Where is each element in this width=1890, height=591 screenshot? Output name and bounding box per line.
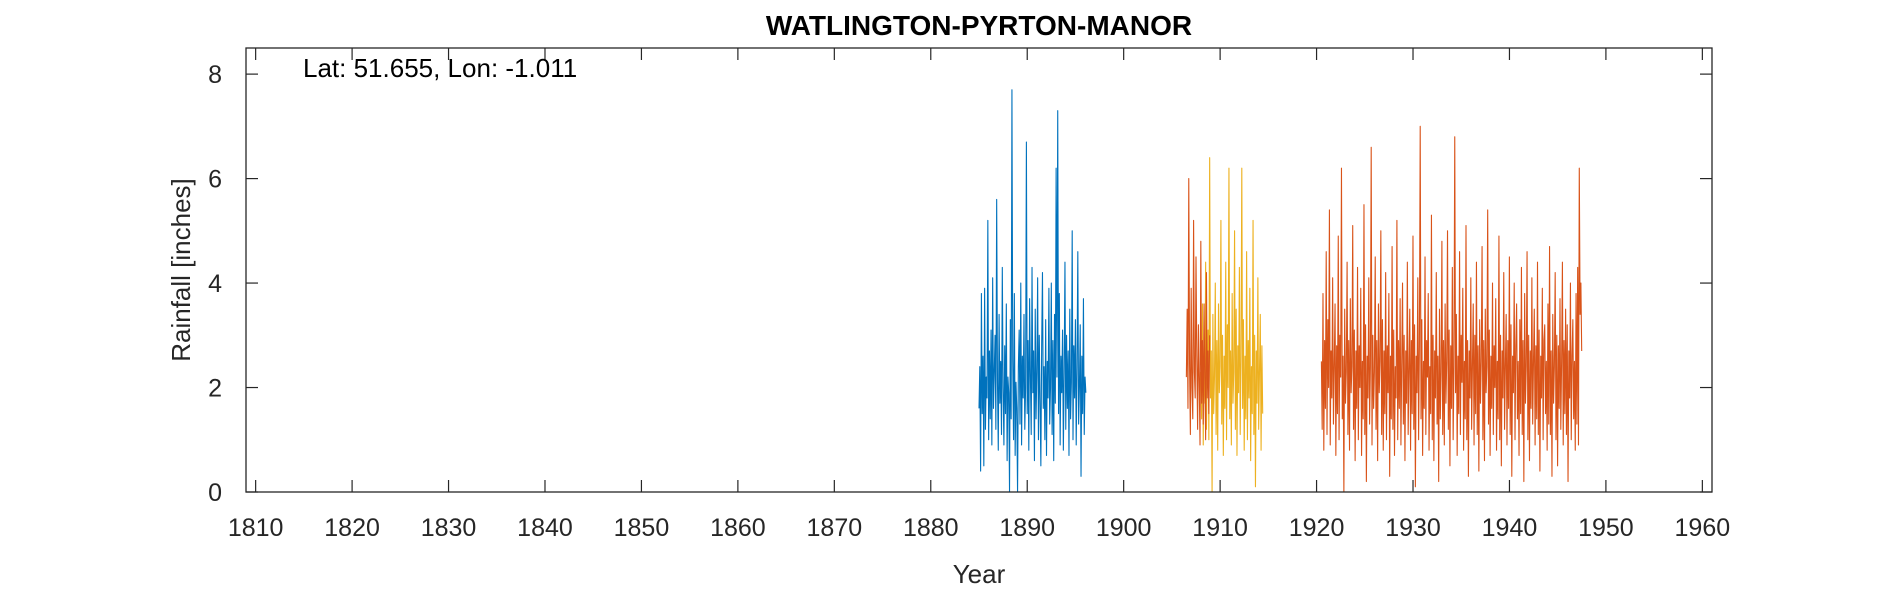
x-tick-label-1840: 1840	[517, 514, 573, 542]
y-tick-label-6: 6	[208, 166, 222, 194]
x-tick-label-1900: 1900	[1096, 514, 1152, 542]
rainfall-series-line-2	[1200, 157, 1264, 493]
x-tick-label-1830: 1830	[421, 514, 477, 542]
y-tick-label-0: 0	[208, 479, 222, 507]
y-tick-label-2: 2	[208, 375, 222, 403]
coordinates-annotation: Lat: 51.655, Lon: -1.011	[303, 53, 577, 83]
x-tick-label-1950: 1950	[1578, 514, 1634, 542]
x-tick-label-1870: 1870	[807, 514, 863, 542]
x-tick-label-1910: 1910	[1192, 514, 1248, 542]
x-tick-label-1930: 1930	[1385, 514, 1441, 542]
y-tick-label-8: 8	[208, 61, 222, 89]
x-tick-label-1880: 1880	[903, 514, 959, 542]
x-tick-label-1940: 1940	[1482, 514, 1538, 542]
y-axis-label: Rainfall [inches]	[166, 178, 196, 362]
plot-box	[245, 47, 1713, 493]
series-layer	[978, 89, 1583, 493]
rainfall-series-line-3	[1185, 178, 1211, 446]
x-axis-label: Year	[953, 559, 1006, 589]
tick-labels-layer: 1810 1820 1830 1840 1850 1860 1870 1880 1890 1900…	[208, 61, 1730, 542]
rainfall-series-line-1	[978, 89, 1087, 493]
plot-background	[246, 48, 1712, 492]
rainfall-series-line-4	[1320, 125, 1583, 493]
x-tick-label-1850: 1850	[614, 514, 670, 542]
x-tick-label-1860: 1860	[710, 514, 766, 542]
x-tick-label-1820: 1820	[324, 514, 380, 542]
x-tick-label-1890: 1890	[999, 514, 1055, 542]
y-tick-label-4: 4	[208, 270, 222, 298]
x-tick-label-1960: 1960	[1675, 514, 1731, 542]
x-tick-label-1920: 1920	[1289, 514, 1345, 542]
chart-title: WATLINGTON-PYRTON-MANOR	[766, 10, 1192, 41]
x-tick-label-1810: 1810	[228, 514, 284, 542]
